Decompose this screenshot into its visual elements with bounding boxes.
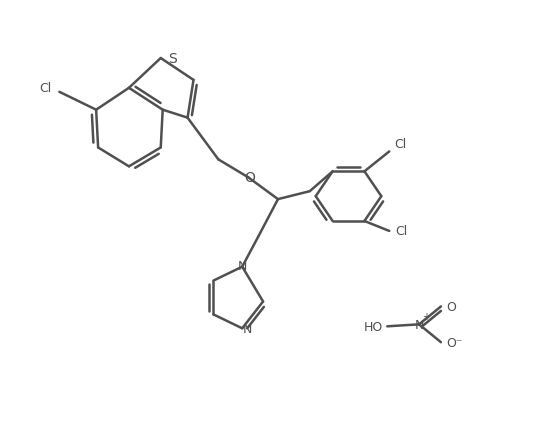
Text: N: N [414,318,424,331]
Text: Cl: Cl [395,225,408,238]
Text: S: S [168,52,177,66]
Text: Cl: Cl [39,82,51,95]
Text: O: O [446,300,456,313]
Text: O: O [245,171,256,185]
Text: N: N [238,260,247,272]
Text: +: + [422,312,430,321]
Text: O⁻: O⁻ [446,336,463,349]
Text: HO: HO [364,320,383,333]
Text: Cl: Cl [394,138,406,151]
Text: N: N [243,322,252,335]
